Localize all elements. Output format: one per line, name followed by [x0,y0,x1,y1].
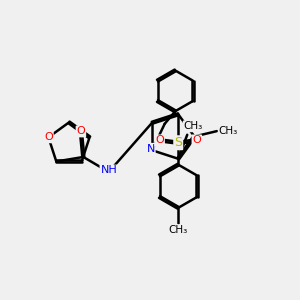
Text: O: O [76,127,85,136]
Text: CH₃: CH₃ [219,126,238,136]
Text: NH: NH [100,166,117,176]
Text: O: O [44,132,53,142]
Text: CH₃: CH₃ [184,122,203,131]
Text: N: N [146,144,155,154]
Text: O: O [193,135,201,145]
Text: O: O [155,135,164,145]
Text: CH₃: CH₃ [169,225,188,235]
Text: S: S [174,136,182,149]
